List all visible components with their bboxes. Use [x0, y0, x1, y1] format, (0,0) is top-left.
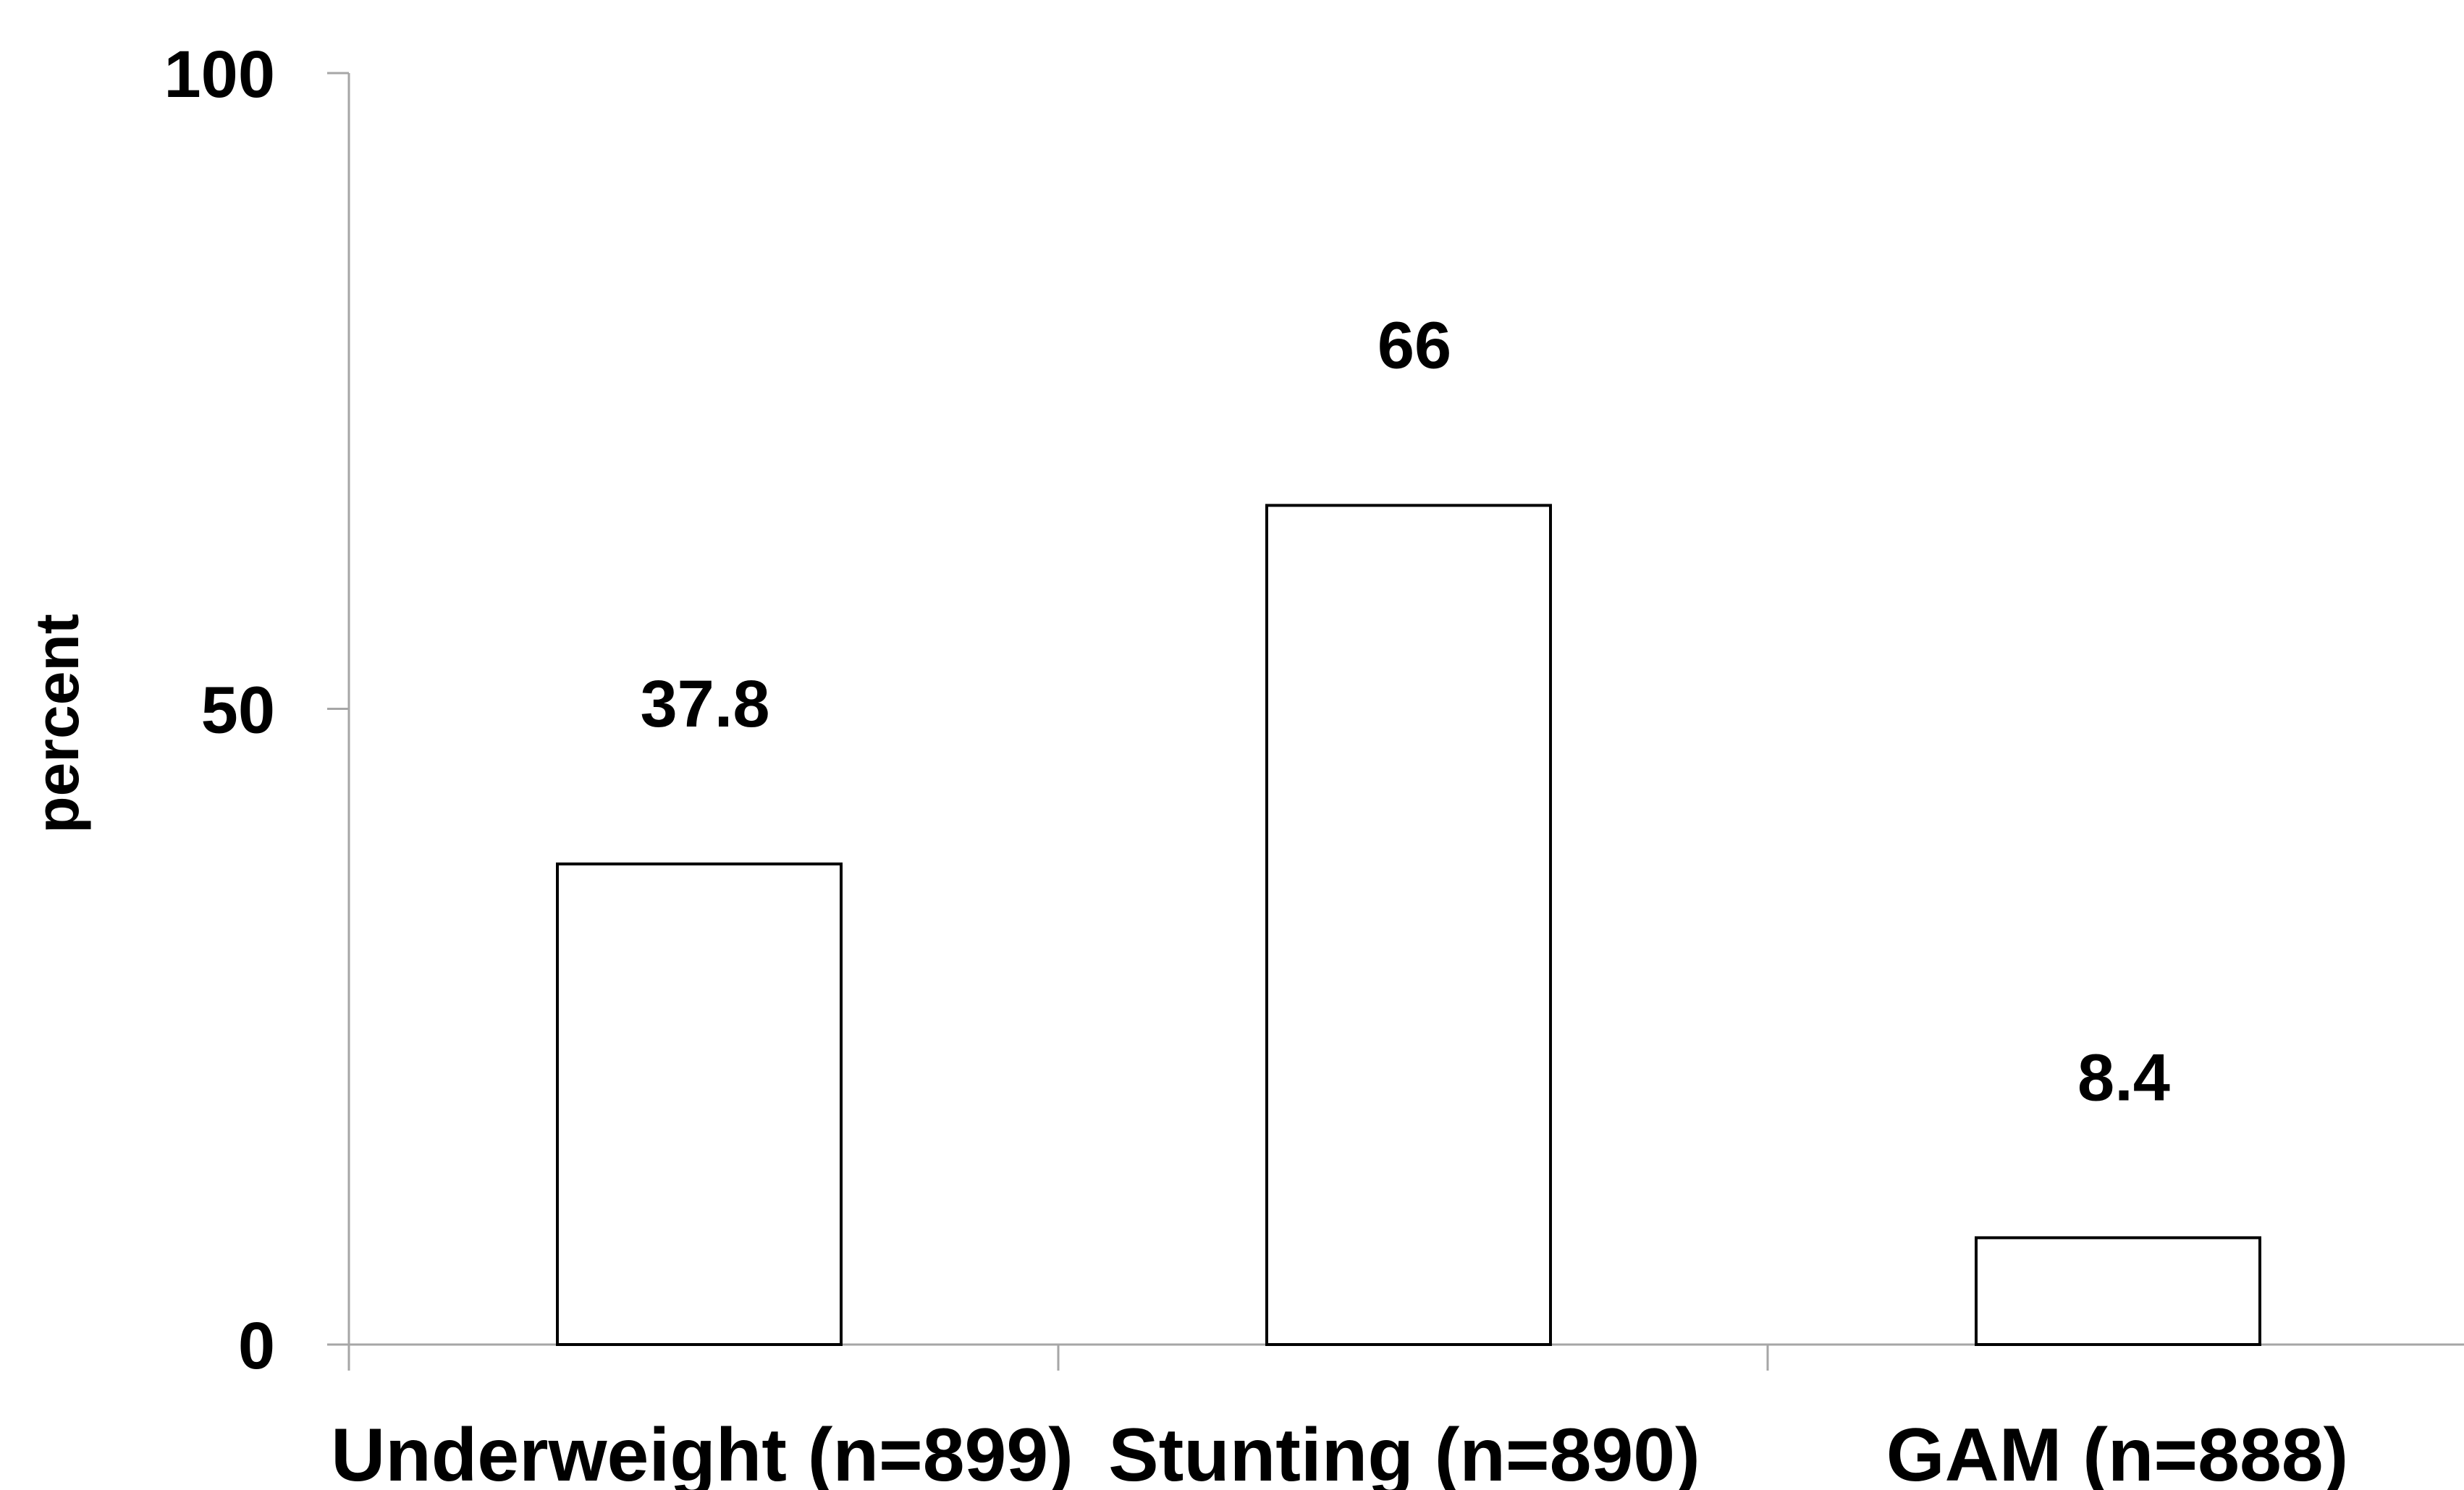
y-tick-label: 50: [201, 674, 275, 748]
data-labels: 37.8 66 8.4: [640, 308, 2169, 1114]
bars: [556, 504, 2261, 1346]
data-label: 8.4: [2077, 1041, 2170, 1114]
category-label: Underweight (n=899): [331, 1413, 1073, 1490]
category-label: GAM (n=888): [1886, 1413, 2349, 1490]
bar: [1975, 1236, 2261, 1346]
category-labels: Underweight (n=899) Stunting (n=890) GAM (…: [331, 1413, 2348, 1490]
y-axis-ticks: [327, 72, 349, 1346]
y-axis-title: percent: [23, 614, 91, 833]
y-tick-label: 100: [164, 38, 276, 111]
bar: [556, 862, 843, 1346]
category-label: Stunting (n=890): [1108, 1413, 1700, 1490]
data-label: 66: [1377, 308, 1451, 382]
bar: [1265, 504, 1552, 1346]
y-tick-labels: 0 50 100: [164, 38, 276, 1383]
data-label: 37.8: [640, 667, 769, 741]
y-tick-label: 0: [238, 1309, 275, 1383]
x-axis-ticks: [1057, 1345, 1769, 1371]
